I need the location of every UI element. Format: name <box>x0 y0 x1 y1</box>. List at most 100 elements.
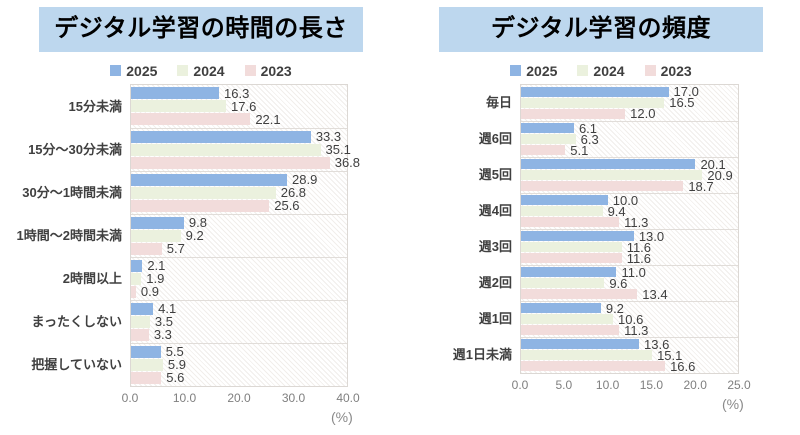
bar-value-label: 11.6 <box>626 239 652 255</box>
bar-group: 13.6 15.1 16.6 <box>521 336 738 374</box>
bar-row: 10.0 <box>521 192 738 208</box>
bar-row: 33.3 <box>131 130 347 143</box>
bar-value-label: 16.6 <box>670 358 696 374</box>
bar-2023 <box>131 113 251 126</box>
legend-swatch-2024 <box>177 65 189 77</box>
bar-2023 <box>131 156 330 169</box>
bar-2023 <box>521 253 622 264</box>
x-axis: 0.0 5.0 10.0 15.0 20.0 25.0 (%) <box>512 374 751 414</box>
bar-2024 <box>131 315 150 328</box>
bar-group: 13.0 11.6 11.6 <box>521 228 738 266</box>
bar-2024 <box>131 100 227 113</box>
bar-row: 5.1 <box>521 144 738 157</box>
chart-body: 2025 2024 2023 15分未満 15分〜30分未満 30分〜1時間未満 1時間〜2… <box>6 63 396 427</box>
bar-value-label: 26.8 <box>280 185 307 201</box>
bar-value-label: 20.9 <box>707 167 733 183</box>
legend-swatch-2025 <box>510 65 522 77</box>
chart-body: 2025 2024 2023 毎日 週6回 週5回 週4回 週3回 週2回 週1回 週1日未満 17.… <box>406 63 796 414</box>
x-axis-wrap: 0.0 10.0 20.0 30.0 40.0 (%) <box>6 387 396 427</box>
axis-spacer <box>6 387 130 427</box>
legend-label: 2023 <box>660 62 692 79</box>
bar-2023 <box>521 289 638 300</box>
bar-row: 2.1 <box>131 259 347 272</box>
bar-row: 13.0 <box>521 230 738 243</box>
bar-row: 16.5 <box>521 96 738 109</box>
legend-item-2025: 2025 <box>510 63 557 79</box>
bar-2024 <box>521 206 603 217</box>
bar-value-label: 9.6 <box>609 275 628 291</box>
bar-group: 4.1 3.5 3.3 <box>131 299 347 343</box>
bar-value-label: 18.7 <box>688 178 714 194</box>
bar-row: 6.3 <box>521 131 738 147</box>
legend: 2025 2024 2023 <box>6 63 396 79</box>
bar-value-label: 15.1 <box>657 347 683 363</box>
x-tick-label: 30.0 <box>281 390 306 405</box>
category-label: 週3回 <box>478 239 512 255</box>
plot-area: 17.0 16.5 12.0 6.1 6.3 5.1 20.1 20.9 18.7 10.0 9.4… <box>520 83 739 374</box>
bar-value-label: 5.5 <box>165 344 184 360</box>
bar-row: 3.5 <box>131 315 347 328</box>
x-tick-label: 10.0 <box>172 390 197 405</box>
plot-area-wrap: 毎日 週6回 週5回 週4回 週3回 週2回 週1回 週1日未満 17.0 16.5 12.0 6.1… <box>406 83 796 374</box>
x-tick-label: 20.0 <box>683 377 707 392</box>
bar-value-label: 11.6 <box>626 250 652 266</box>
bar-2024 <box>521 170 703 181</box>
bar-value-label: 5.6 <box>166 370 185 386</box>
bar-row: 9.6 <box>521 275 738 291</box>
category-label: 毎日 <box>485 95 512 111</box>
bar-row: 26.8 <box>131 185 347 201</box>
plot-area: 16.3 17.6 22.1 33.3 35.1 36.8 28.9 26.8 25.6 9.8 9… <box>130 83 360 387</box>
percent-unit-label: (%) <box>331 408 353 425</box>
bar-2025 <box>131 130 311 143</box>
legend-item-2025: 2025 <box>110 63 157 79</box>
category-labels: 15分未満 15分〜30分未満 30分〜1時間未満 1時間〜2時間未満 2時間以上 まった… <box>6 84 130 387</box>
bar-row: 22.1 <box>131 111 347 127</box>
bar-2025 <box>521 86 669 97</box>
legend-item-2024: 2024 <box>177 63 225 79</box>
bar-2024 <box>131 358 163 371</box>
bar-2024 <box>131 143 321 156</box>
plot-area-wrap: 15分未満 15分〜30分未満 30分〜1時間未満 1時間〜2時間未満 2時間以上 まった… <box>6 83 396 387</box>
bar-2025 <box>131 173 288 186</box>
bar-value-label: 1.9 <box>146 271 165 287</box>
category-label: 30分〜1時間未満 <box>22 184 122 200</box>
bar-row: 25.6 <box>131 199 347 212</box>
bar-group: 10.0 9.4 11.3 <box>521 192 738 229</box>
bar-value-label: 10.0 <box>612 192 639 208</box>
chart-panel-learning-frequency: デジタル学習の頻度 2025 2024 2023 毎日 週6回 週5回 週4回 週3回 週2回週… <box>400 0 800 435</box>
bar-row: 0.9 <box>131 284 347 300</box>
legend-swatch-2024 <box>577 65 589 77</box>
bar-value-label: 0.9 <box>140 284 159 300</box>
bar-row: 11.0 <box>521 264 738 280</box>
legend-label: 2024 <box>593 62 625 79</box>
bar-row: 5.7 <box>131 241 347 257</box>
bar-value-label: 17.6 <box>231 98 257 114</box>
bar-2023 <box>131 328 149 341</box>
bar-2023 <box>521 108 626 119</box>
bar-2024 <box>521 97 665 108</box>
legend-swatch-2023 <box>644 65 656 77</box>
bar-2025 <box>521 303 601 314</box>
category-label: 15分〜30分未満 <box>28 141 122 157</box>
bar-value-label: 11.0 <box>621 264 646 280</box>
bar-2024 <box>521 242 622 253</box>
bar-value-label: 22.1 <box>255 111 281 127</box>
category-label: 15分未満 <box>68 98 122 114</box>
bar-row: 11.3 <box>521 324 738 337</box>
bar-2023 <box>521 145 566 156</box>
bar-row: 3.3 <box>131 328 347 341</box>
bar-group: 6.1 6.3 5.1 <box>521 120 738 157</box>
bar-group: 17.0 16.5 12.0 <box>521 85 738 121</box>
x-tick-label: 0.0 <box>511 377 529 392</box>
chart-title: デジタル学習の時間の長さ <box>39 7 363 52</box>
bar-group: 9.8 9.2 5.7 <box>131 213 347 257</box>
bar-value-label: 9.4 <box>607 203 626 219</box>
legend-label: 2023 <box>260 62 292 79</box>
bar-value-label: 5.7 <box>166 241 185 257</box>
bar-value-label: 9.8 <box>188 215 207 231</box>
bar-row: 28.9 <box>131 172 347 188</box>
bar-value-label: 28.9 <box>292 172 318 188</box>
bar-value-label: 6.3 <box>580 131 599 147</box>
x-tick-label: 5.0 <box>555 377 573 392</box>
